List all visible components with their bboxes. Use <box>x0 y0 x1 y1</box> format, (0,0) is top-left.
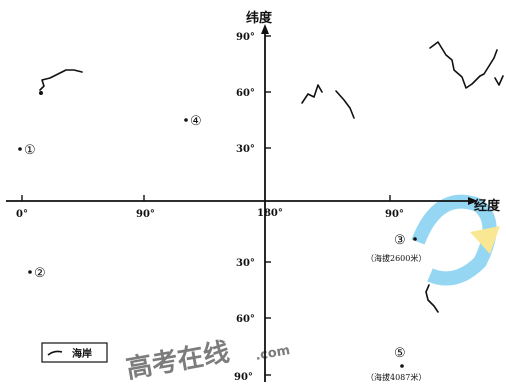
lat-label-60s: 60° <box>236 314 255 325</box>
y-axis-title: 纬度 <box>246 10 273 26</box>
watermark-subtext: .com <box>254 343 291 364</box>
lat-label-30s: 30° <box>236 258 255 269</box>
point-1-dot <box>18 147 22 151</box>
watermark-logo-icon <box>411 194 497 286</box>
lat-label-60n: 60° <box>236 88 255 99</box>
x-axis-title: 经度 <box>474 198 501 214</box>
coastline-6 <box>425 284 439 313</box>
legend-label: 海岸 <box>72 347 92 360</box>
point-1: ① <box>18 143 36 158</box>
point-3: ③ （海拔2600米） <box>366 233 426 263</box>
point-4: ④ <box>184 114 202 129</box>
lon-label-0: 0° <box>16 209 28 220</box>
point-4-dot <box>184 118 188 122</box>
coastline-legend-icon <box>47 350 63 356</box>
point-4-label: ④ <box>190 114 202 129</box>
coastline-1 <box>39 69 83 91</box>
point-5-label: ⑤ <box>394 346 406 361</box>
coastline-5 <box>494 75 504 86</box>
coastline-2 <box>301 84 323 104</box>
point-2: ② <box>28 266 46 281</box>
watermark-text: 高考在线 <box>124 336 232 385</box>
lat-label-90n: 90° <box>236 32 255 43</box>
lon-label-180: 180° <box>257 208 283 219</box>
ticks <box>21 35 391 376</box>
point-1-label: ① <box>24 143 36 158</box>
point-3-label: ③ <box>394 233 406 248</box>
lon-label-90w: 90° <box>385 209 404 220</box>
point-2-dot <box>28 270 32 274</box>
legend: 海岸 <box>41 342 108 363</box>
lat-label-30n: 30° <box>236 144 255 155</box>
watermark-logo-accent-icon <box>470 226 500 254</box>
lon-label-90e: 90° <box>136 209 155 220</box>
lat-label-90s: 90° <box>234 372 253 383</box>
x-axis-arrow-icon <box>468 197 478 205</box>
legend-box <box>41 342 108 363</box>
coastline-4 <box>429 41 498 89</box>
coastlines <box>39 41 504 313</box>
point-5: ⑤ （海拔4087米） <box>366 346 426 382</box>
point-5-note: （海拔4087米） <box>366 372 426 382</box>
point-3-note: （海拔2600米） <box>366 253 426 263</box>
point-3-dot <box>413 237 417 241</box>
y-axis-arrow-icon <box>261 24 269 34</box>
point-5-dot <box>400 364 404 368</box>
point-2-label: ② <box>34 266 46 281</box>
watermark: 高考在线 .com <box>124 194 500 385</box>
coastline-3 <box>335 90 355 119</box>
